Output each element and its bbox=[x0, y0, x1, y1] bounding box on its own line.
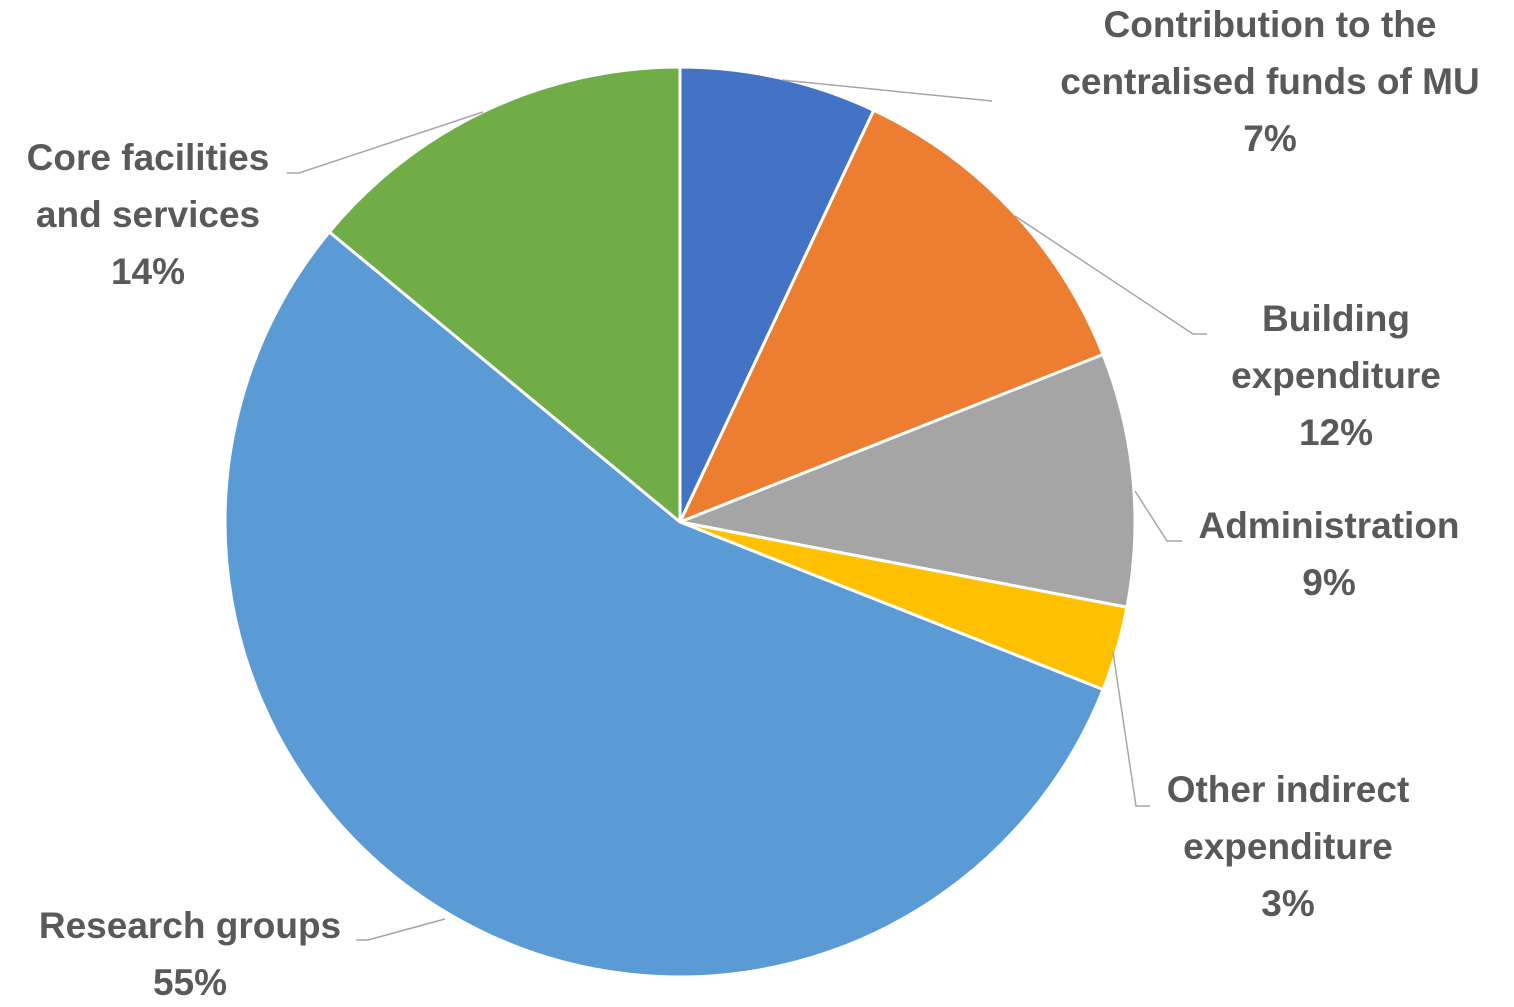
data-label-category: centralised funds of MU bbox=[1060, 61, 1479, 102]
data-labels-layer: Contribution to the centralised funds of … bbox=[27, 4, 1480, 1003]
pie-slice-research-groups bbox=[223, 230, 1105, 979]
pie-slice-administration bbox=[678, 353, 1137, 609]
data-label-category: Building bbox=[1262, 298, 1410, 339]
leader-line bbox=[1134, 490, 1182, 542]
data-label-percent: 55% bbox=[153, 962, 227, 1002]
data-label-category: Contribution to the bbox=[1104, 4, 1437, 45]
data-label-percent: 9% bbox=[1302, 562, 1355, 603]
data-label-category: and services bbox=[36, 194, 260, 235]
data-label-category: Research groups bbox=[39, 905, 341, 946]
data-label-percent: 12% bbox=[1299, 412, 1373, 453]
pie-slice-contribution-to-the-centralised-funds-of-mu bbox=[678, 65, 876, 524]
data-label-percent: 3% bbox=[1261, 883, 1314, 924]
data-label-category: Administration bbox=[1198, 505, 1459, 546]
leader-line bbox=[1112, 651, 1150, 807]
slices-layer bbox=[223, 65, 1137, 979]
leader-line bbox=[287, 111, 484, 174]
data-label: Core facilities and services 14% bbox=[27, 137, 270, 292]
data-label-category: Other indirect bbox=[1167, 769, 1410, 810]
leader-line bbox=[1014, 215, 1207, 335]
data-label-category: expenditure bbox=[1183, 826, 1393, 867]
pie-slice-building-expenditure bbox=[678, 108, 1105, 524]
data-label: Administration 9% bbox=[1198, 505, 1459, 603]
leader-lines-layer bbox=[287, 79, 1207, 941]
data-label: Other indirect expenditure 3% bbox=[1167, 769, 1410, 924]
data-label-category: Core facilities bbox=[27, 137, 270, 178]
pie-slice-core-facilities-and-services bbox=[327, 65, 682, 524]
data-label: Research groups 55% bbox=[39, 905, 341, 1002]
leader-line bbox=[356, 918, 446, 941]
data-label: Contribution to the centralised funds of … bbox=[1060, 4, 1479, 159]
data-label-percent: 14% bbox=[111, 251, 185, 292]
data-label: Building expenditure 12% bbox=[1231, 298, 1441, 453]
data-label-category: expenditure bbox=[1231, 355, 1441, 396]
leader-line bbox=[781, 79, 993, 102]
data-label-percent: 7% bbox=[1243, 118, 1296, 159]
